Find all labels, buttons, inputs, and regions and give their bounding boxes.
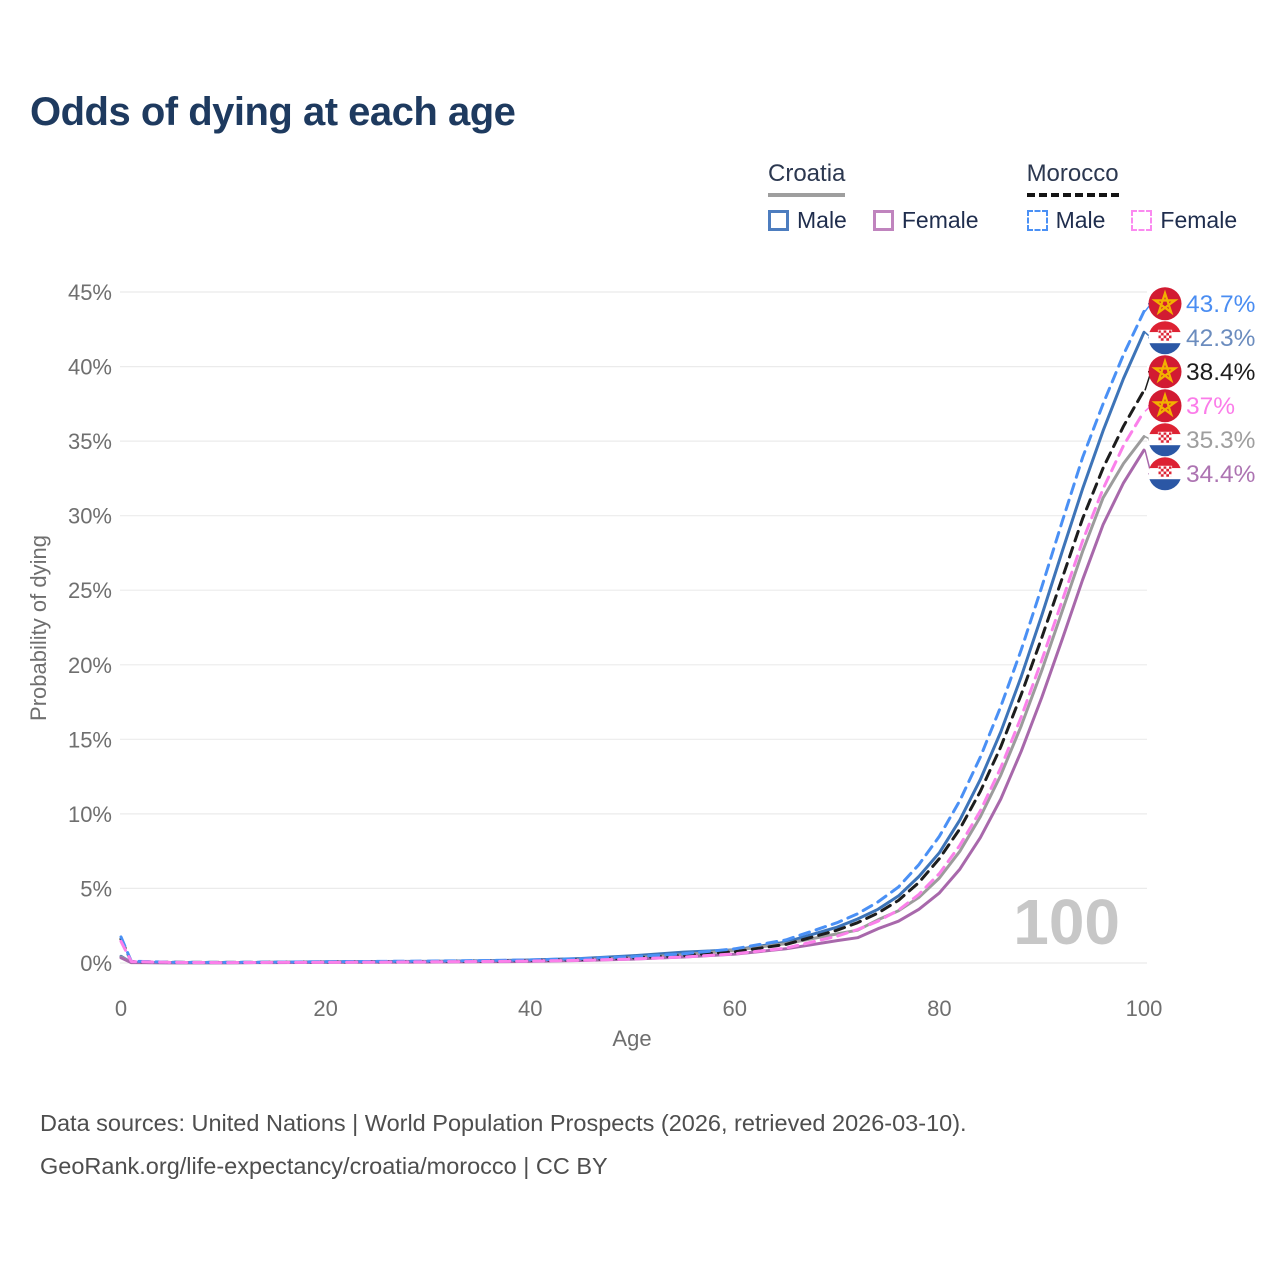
croatia-flag-icon — [1148, 321, 1182, 355]
legend-group-title-morocco: Morocco — [1026, 160, 1119, 197]
legend-item-croatia-female[interactable]: Female — [872, 207, 979, 234]
croatia-flag-icon — [1148, 423, 1182, 457]
legend-item-morocco-female[interactable]: Female — [1131, 207, 1237, 234]
y-tick-label: 15% — [68, 727, 112, 752]
end-label-value-morocco-male: 43.7% — [1186, 291, 1255, 318]
series-line-morocco-male[interactable] — [119, 309, 1146, 964]
end-label-value-croatia-both: 35.3% — [1186, 427, 1255, 454]
morocco-flag-icon — [1147, 286, 1183, 322]
x-tick-label: 40 — [518, 996, 542, 1021]
page-title: Odds of dying at each age — [30, 90, 516, 134]
x-tick-label: 100 — [1126, 996, 1163, 1021]
legend-group-morocco: Morocco Male Female — [1026, 160, 1237, 234]
series-line-croatia-male[interactable] — [119, 330, 1146, 965]
x-tick-label: 20 — [313, 996, 337, 1021]
footer: Data sources: United Nations | World Pop… — [40, 1102, 967, 1188]
y-tick-label: 45% — [68, 280, 112, 305]
legend-swatch-croatia-male — [768, 210, 789, 231]
legend-item-label: Male — [797, 207, 847, 233]
legend-item-label: Female — [1160, 207, 1238, 233]
legend-swatch-morocco-female — [1131, 210, 1153, 231]
legend-item-label: Female — [901, 207, 979, 233]
y-tick-label: 35% — [68, 429, 112, 454]
legend-item-morocco-male[interactable]: Male — [1026, 207, 1106, 234]
y-tick-label: 20% — [68, 653, 112, 678]
series-line-croatia-female[interactable] — [119, 448, 1146, 965]
croatia-flag-icon — [1148, 457, 1182, 491]
y-tick-label: 40% — [68, 355, 112, 380]
attribution-text: GeoRank.org/life-expectancy/croatia/moro… — [40, 1153, 608, 1179]
x-tick-label: 80 — [927, 996, 951, 1021]
morocco-flag-icon — [1147, 388, 1183, 424]
x-tick-label: 0 — [115, 996, 127, 1021]
end-label-value-morocco-female: 37% — [1186, 393, 1235, 420]
legend-item-label: Male — [1055, 207, 1106, 233]
legend-group-croatia: Croatia Male Female — [768, 160, 979, 234]
y-tick-label: 30% — [68, 504, 112, 529]
series-line-morocco-both[interactable] — [119, 388, 1146, 964]
x-tick-label: 60 — [723, 996, 747, 1021]
end-label-value-morocco-both: 38.4% — [1186, 359, 1255, 386]
end-label-value-croatia-female: 34.4% — [1186, 461, 1255, 488]
legend-swatch-morocco-male — [1026, 210, 1048, 231]
age-counter-watermark: 100 — [1013, 886, 1120, 958]
legend-swatch-croatia-female — [872, 210, 894, 231]
legend-item-croatia-male[interactable]: Male — [768, 207, 847, 234]
legend-group-title-croatia: Croatia — [768, 160, 846, 197]
x-axis-title: Age — [612, 1026, 651, 1051]
y-tick-label: 25% — [68, 578, 112, 603]
y-tick-label: 5% — [80, 876, 112, 901]
end-label-value-croatia-male: 42.3% — [1186, 325, 1255, 352]
y-tick-label: 0% — [80, 951, 112, 976]
legend: Croatia Male Female Morocco Male Female — [768, 160, 1237, 234]
series-line-morocco-female[interactable] — [119, 409, 1146, 965]
data-source-text: Data sources: United Nations | World Pop… — [40, 1110, 967, 1136]
y-axis-title: Probability of dying — [26, 535, 51, 721]
morocco-flag-icon — [1147, 354, 1183, 390]
y-tick-label: 10% — [68, 802, 112, 827]
